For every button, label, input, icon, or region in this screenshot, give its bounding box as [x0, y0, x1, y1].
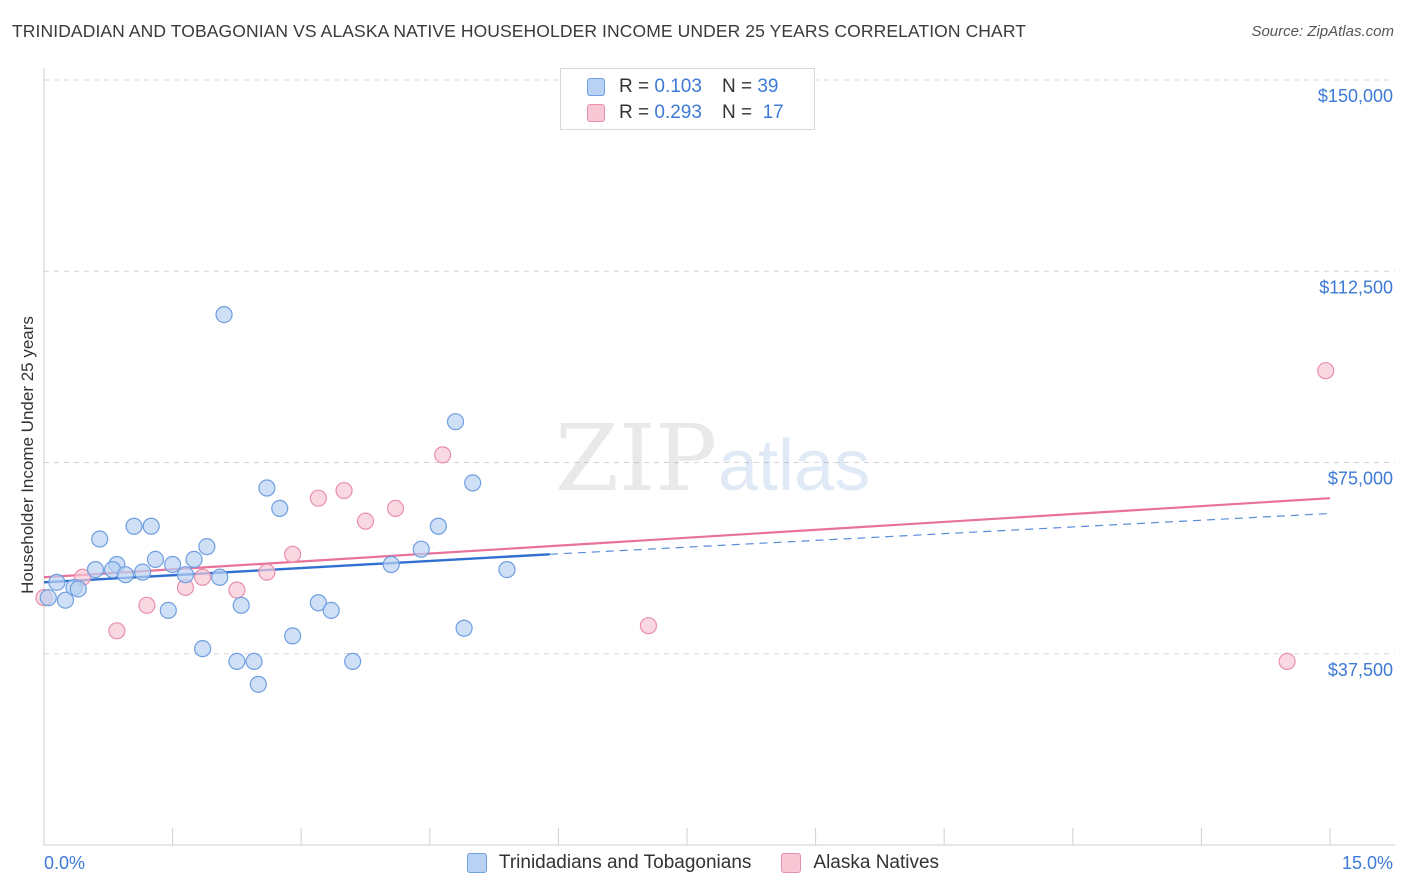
- source-credit: Source: ZipAtlas.com: [1251, 23, 1394, 40]
- point-trinidadians[interactable]: [164, 555, 182, 574]
- point-trinidadians[interactable]: [382, 555, 400, 574]
- legend-r-label: R =: [619, 76, 650, 97]
- y-tick-label: $75,000: [1328, 469, 1393, 489]
- legend-item-alaska-natives[interactable]: Alaska Natives: [781, 852, 939, 874]
- point-trinidadians[interactable]: [116, 566, 135, 584]
- watermark-atlas: atlas: [718, 426, 870, 506]
- y-tick-label: $150,000: [1318, 86, 1393, 106]
- gridlines: [44, 79, 1395, 655]
- legend-item-trinidadians[interactable]: Trinidadians and Tobagonians: [466, 852, 752, 874]
- point-alaska-natives[interactable]: [1317, 362, 1335, 380]
- point-alaska-natives[interactable]: [108, 622, 126, 640]
- point-alaska-natives[interactable]: [258, 563, 276, 581]
- point-trinidadians[interactable]: [258, 479, 276, 497]
- x-tick-label: 0.0%: [44, 853, 85, 873]
- point-trinidadians[interactable]: [309, 594, 327, 612]
- point-trinidadians[interactable]: [211, 568, 229, 586]
- y-axis-label: Householder Income Under 25 years: [18, 316, 37, 594]
- point-trinidadians[interactable]: [159, 601, 177, 620]
- watermark: ZIP atlas: [555, 405, 870, 512]
- point-trinidadians[interactable]: [133, 563, 152, 581]
- point-trinidadians[interactable]: [322, 601, 340, 620]
- watermark-zip: ZIP: [555, 405, 717, 512]
- y-tick-label: $37,500: [1328, 660, 1393, 680]
- point-trinidadians[interactable]: [142, 517, 160, 535]
- legend-n-label: N =: [721, 76, 753, 97]
- x-tick-labels: 0.0% 15.0%: [44, 853, 1393, 873]
- point-trinidadians[interactable]: [91, 530, 109, 548]
- point-trinidadians[interactable]: [146, 550, 165, 569]
- point-trinidadians[interactable]: [446, 413, 465, 431]
- legend-label: Trinidadians and Tobagonians: [498, 852, 752, 873]
- point-trinidadians[interactable]: [464, 474, 482, 492]
- legend-r-label: R =: [619, 102, 650, 123]
- point-trinidadians[interactable]: [429, 517, 447, 535]
- legend-label: Alaska Natives: [813, 852, 940, 873]
- point-trinidadians[interactable]: [284, 627, 302, 645]
- legend-swatch-pink: [587, 104, 605, 122]
- series-legend: Trinidadians and Tobagonians Alaska Nati…: [0, 852, 1406, 874]
- point-alaska-natives[interactable]: [138, 596, 156, 614]
- legend-swatch-blue: [466, 853, 487, 873]
- trend-line-trinidadians-projection: [549, 512, 1331, 555]
- point-trinidadians[interactable]: [215, 306, 233, 324]
- legend-n-value: 39: [757, 76, 779, 97]
- chart-title: TRINIDADIAN AND TOBAGONIAN VS ALASKA NAT…: [12, 21, 1027, 41]
- point-alaska-natives[interactable]: [356, 512, 375, 530]
- point-trinidadians[interactable]: [412, 540, 430, 558]
- point-trinidadians[interactable]: [245, 652, 263, 671]
- point-alaska-natives[interactable]: [335, 481, 353, 500]
- legend-row-alaska: R = 0.293 N = 17: [587, 100, 784, 126]
- point-trinidadians[interactable]: [228, 652, 246, 671]
- point-trinidadians[interactable]: [249, 675, 267, 693]
- y-tick-label: $112,500: [1319, 277, 1393, 297]
- point-alaska-natives[interactable]: [434, 446, 452, 464]
- legend-row-trinidadians: R = 0.103 N = 39: [587, 74, 778, 100]
- point-trinidadians[interactable]: [125, 517, 143, 535]
- point-trinidadians[interactable]: [176, 566, 195, 584]
- point-trinidadians[interactable]: [39, 589, 57, 607]
- point-trinidadians[interactable]: [198, 538, 216, 556]
- legend-r-value: 0.293: [654, 102, 702, 123]
- trend-line-alaska-natives: [43, 497, 1331, 579]
- point-trinidadians[interactable]: [498, 560, 516, 579]
- point-trinidadians[interactable]: [86, 560, 105, 579]
- point-trinidadians[interactable]: [48, 573, 66, 591]
- point-alaska-natives[interactable]: [309, 489, 327, 507]
- point-alaska-natives[interactable]: [386, 499, 405, 517]
- legend-r-value: 0.103: [654, 76, 702, 97]
- data-points: [35, 306, 1335, 693]
- point-trinidadians[interactable]: [344, 652, 362, 671]
- point-alaska-natives[interactable]: [1278, 652, 1296, 671]
- point-trinidadians[interactable]: [194, 640, 212, 658]
- point-trinidadians[interactable]: [56, 591, 75, 609]
- point-alaska-natives[interactable]: [228, 581, 246, 599]
- point-trinidadians[interactable]: [455, 619, 473, 637]
- x-tick-label: 15.0%: [1342, 853, 1393, 873]
- correlation-legend: R = 0.103 N = 39 R = 0.293 N = 17: [560, 68, 815, 130]
- legend-n-label: N =: [721, 102, 753, 123]
- legend-n-value: 17: [762, 102, 784, 123]
- point-alaska-natives[interactable]: [194, 568, 212, 586]
- point-alaska-natives[interactable]: [284, 545, 302, 563]
- point-trinidadians[interactable]: [271, 499, 289, 517]
- point-alaska-natives[interactable]: [639, 617, 658, 635]
- legend-swatch-blue: [587, 78, 605, 96]
- axes: [43, 68, 1395, 846]
- y-tick-labels: $150,000 $112,500 $75,000 $37,500: [1318, 86, 1393, 680]
- point-trinidadians[interactable]: [185, 550, 203, 569]
- point-trinidadians[interactable]: [232, 596, 250, 614]
- legend-swatch-pink: [781, 853, 802, 873]
- point-trinidadians[interactable]: [69, 580, 87, 598]
